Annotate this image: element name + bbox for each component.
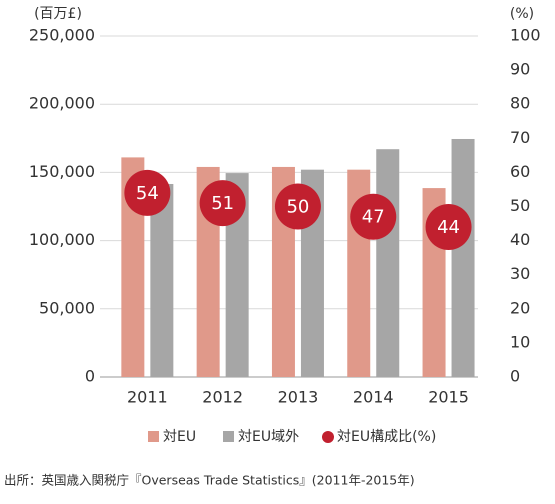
y2-tick-label: 50: [510, 196, 530, 215]
x-tick-label: 2013: [278, 388, 319, 407]
y-tick-label: 150,000: [29, 162, 95, 181]
x-tick-label: 2012: [202, 388, 243, 407]
y2-tick-label: 90: [510, 60, 530, 79]
legend-swatch: [223, 431, 234, 442]
bar: [150, 183, 174, 377]
data-label: 50: [286, 197, 309, 218]
y-tick-label: 250,000: [29, 26, 95, 45]
data-label: 54: [136, 183, 159, 204]
dot: [350, 193, 397, 240]
x-tick-label: 2014: [353, 388, 394, 407]
y2-tick-label: 10: [510, 332, 530, 351]
y-tick-label: 0: [85, 367, 95, 386]
y-tick-label: 100,000: [29, 230, 95, 249]
x-tick-label: 2011: [127, 388, 168, 407]
y-tick-label: 200,000: [29, 94, 95, 113]
data-label: 51: [211, 193, 234, 214]
y2-tick-label: 0: [510, 367, 520, 386]
dot: [274, 183, 321, 230]
y2-tick-label: 20: [510, 298, 530, 317]
y2-tick-label: 40: [510, 230, 530, 249]
bar: [376, 149, 400, 377]
dot: [425, 203, 472, 250]
legend-label: 対EU構成比(%): [337, 429, 436, 445]
y2-tick-label: 80: [510, 94, 530, 113]
dot: [124, 169, 171, 216]
legend-label: 対EU: [163, 429, 196, 445]
y-tick-label: 50,000: [39, 298, 95, 317]
legend-label: 対EU域外: [238, 429, 299, 445]
y-axis-label: (百万£): [34, 6, 82, 22]
x-tick-label: 2015: [428, 388, 469, 407]
legend-swatch: [148, 431, 159, 442]
y2-axis-label: (%): [510, 6, 534, 22]
bar: [451, 138, 475, 377]
source-note: 出所：英国歳入関税庁『Overseas Trade Statistics』(20…: [4, 473, 415, 488]
y2-tick-label: 70: [510, 128, 530, 147]
legend-swatch: [322, 431, 334, 443]
data-label: 47: [362, 207, 385, 228]
data-label: 44: [437, 217, 460, 238]
y2-tick-label: 60: [510, 162, 530, 181]
y2-tick-label: 100: [510, 26, 541, 45]
y2-tick-label: 30: [510, 264, 530, 283]
dot: [199, 180, 246, 227]
